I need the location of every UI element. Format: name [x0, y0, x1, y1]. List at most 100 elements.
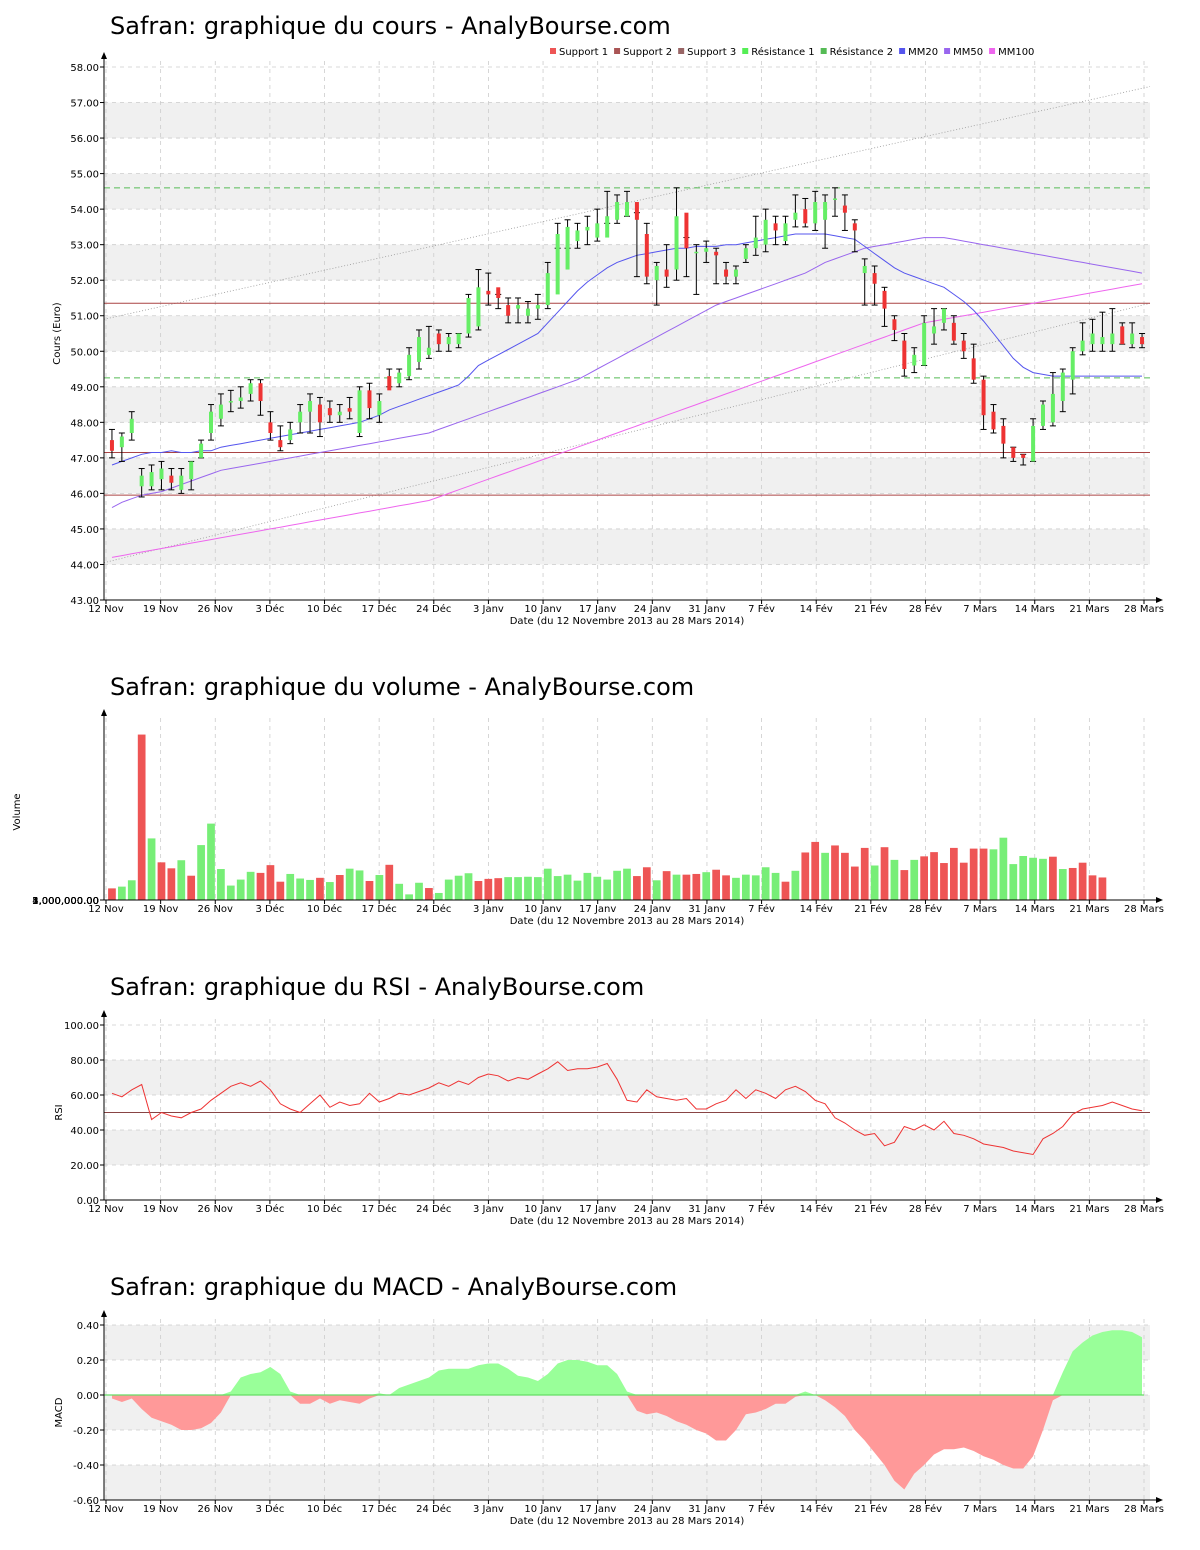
volume-chart-title: Safran: graphique du volume - AnalyBours… [110, 673, 694, 701]
price-candle [1099, 311, 1106, 352]
candle-body-up [1110, 333, 1115, 345]
rsi-x-tick-label: 21 Fév [854, 1203, 887, 1215]
candle-body-up [1050, 393, 1055, 423]
macd-x-tick-label: 21 Fév [854, 1503, 887, 1515]
candle-body-up [862, 265, 867, 274]
candle-body-down [981, 379, 986, 416]
volume-bar [781, 881, 790, 900]
volume-bar [940, 863, 948, 900]
candle-body-up [426, 347, 431, 355]
candle-body-up [674, 216, 679, 270]
price-x-axis-label: Date (du 12 Novembre 2013 au 28 Mars 201… [510, 616, 745, 627]
rsi-x-arrow [1156, 1197, 1163, 1203]
volume-bar [751, 875, 760, 900]
candle-body-up [476, 287, 481, 327]
macd-x-tick-label: 17 Janv [579, 1504, 616, 1515]
legend-item: Support 2 [614, 47, 672, 58]
volume-bar [217, 869, 225, 900]
legend-label: Support 1 [559, 47, 608, 58]
price-candle [1109, 308, 1116, 352]
price-candle [475, 269, 482, 331]
price-candle [584, 215, 591, 246]
macd-x-tick-label: 10 Janv [524, 1504, 561, 1515]
rsi-band [104, 1130, 1150, 1165]
candle-body-up [575, 230, 580, 242]
volume-bar [949, 847, 958, 900]
price-x-tick-label: 24 Janv [634, 604, 671, 615]
price-candle [346, 396, 353, 420]
rsi-x-axis-label: Date (du 12 Novembre 2013 au 28 Mars 201… [510, 1216, 745, 1227]
volume-x-tick-label: 24 Déc [416, 903, 451, 915]
volume-bar [365, 880, 374, 900]
legend-item: Résistance 2 [820, 46, 893, 58]
price-candle [574, 222, 581, 249]
volume-x-tick-label: 14 Fév [800, 903, 833, 915]
price-y-tick-label: 51.00 [70, 312, 99, 323]
price-y-tick-label: 45.00 [70, 525, 99, 536]
candle-body-up [308, 401, 313, 412]
volume-bar [474, 880, 483, 900]
volume-bar [1098, 877, 1107, 900]
price-x-tick-label: 17 Déc [362, 603, 397, 615]
volume-bar [345, 868, 354, 900]
price-y-tick-label: 58.00 [70, 63, 99, 74]
price-candle [544, 261, 551, 310]
price-candle [188, 460, 195, 491]
price-candle [1040, 400, 1046, 430]
volume-bar [355, 870, 364, 900]
price-candle [1030, 418, 1037, 462]
macd-x-tick-label: 28 Fév [909, 1503, 942, 1515]
volume-bar [266, 865, 275, 900]
candle-body-down [714, 251, 719, 256]
candle-body-down [773, 223, 778, 231]
candle-body-up [733, 269, 738, 277]
price-candle [1000, 418, 1007, 459]
volume-bar [1049, 856, 1057, 900]
mm100-line [111, 283, 1143, 558]
price-chart: Safran: graphique du cours - AnalyBourse… [52, 12, 1164, 627]
rsi-x-tick-label: 17 Déc [362, 1203, 397, 1215]
volume-bar [464, 873, 473, 900]
price-candle [158, 460, 165, 491]
price-y-tick-label: 47.00 [70, 454, 99, 465]
rsi-x-tick-label: 7 Fév [748, 1203, 775, 1215]
macd-x-tick-label: 28 Mars [1124, 1504, 1164, 1515]
volume-bar [870, 865, 879, 900]
legend-label: Support 3 [687, 47, 736, 58]
price-candle [237, 386, 244, 409]
price-candle [376, 393, 383, 423]
price-x-tick-label: 10 Janv [524, 604, 561, 615]
candle-body-up [1080, 340, 1085, 352]
candle-body-down [1140, 337, 1145, 345]
volume-x-tick-label: 10 Janv [524, 904, 561, 915]
candle-body-up [159, 468, 164, 480]
price-candle [772, 215, 779, 246]
volume-bar [563, 874, 572, 900]
macd-areas [104, 1330, 1144, 1490]
price-y-tick-label: 50.00 [70, 347, 99, 358]
macd-y-arrow [101, 1310, 107, 1317]
candle-body-up [288, 429, 293, 441]
volume-bar [434, 892, 443, 900]
price-grid [104, 61, 1150, 601]
candle-body-down [1001, 425, 1006, 444]
rsi-y-tick-label: 20.00 [70, 1161, 99, 1172]
rsi-x-tick-label: 3 Janv [473, 1204, 504, 1215]
volume-bar [405, 894, 413, 900]
volume-bar [741, 874, 750, 900]
price-candle [1079, 322, 1086, 356]
macd-chart: Safran: graphique du MACD - AnalyBourse.… [54, 1273, 1164, 1527]
price-x-tick-label: 28 Fév [909, 603, 942, 615]
volume-y-tick-label: 4,000,000.00 [32, 896, 99, 907]
price-candle [624, 190, 630, 217]
price-candle [524, 301, 531, 324]
macd-x-tick-label: 24 Déc [416, 1503, 451, 1515]
volume-bar [771, 872, 780, 900]
volume-bar [454, 875, 463, 900]
price-candle [742, 244, 749, 263]
price-y-tick-label: 53.00 [70, 241, 99, 252]
candle-body-down [803, 209, 808, 224]
volume-bar [1068, 867, 1077, 900]
rsi-lines [104, 1061, 1150, 1156]
rsi-y-tick-label: 40.00 [70, 1126, 99, 1137]
